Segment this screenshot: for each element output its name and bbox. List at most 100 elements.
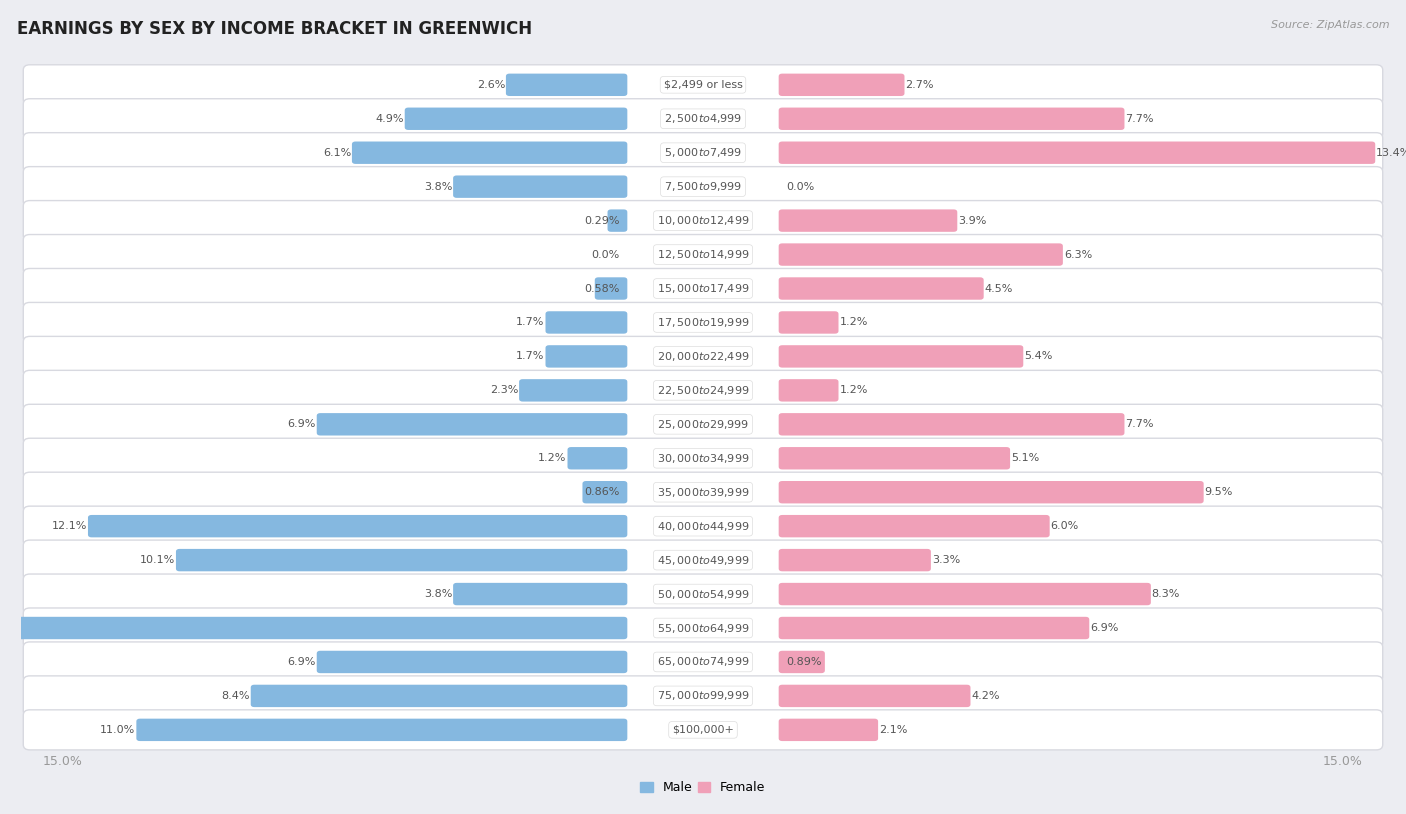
FancyBboxPatch shape [24, 574, 1382, 614]
Text: $55,000 to $64,999: $55,000 to $64,999 [657, 622, 749, 634]
Text: 2.6%: 2.6% [477, 80, 505, 90]
Text: 1.2%: 1.2% [839, 385, 868, 396]
FancyBboxPatch shape [136, 719, 627, 741]
FancyBboxPatch shape [24, 405, 1382, 444]
Text: 7.7%: 7.7% [1125, 114, 1154, 124]
Text: 2.3%: 2.3% [489, 385, 519, 396]
FancyBboxPatch shape [250, 685, 627, 707]
Text: 2.1%: 2.1% [879, 724, 907, 735]
Text: 3.8%: 3.8% [423, 182, 453, 191]
FancyBboxPatch shape [779, 650, 825, 673]
FancyBboxPatch shape [779, 142, 1375, 164]
FancyBboxPatch shape [779, 617, 1090, 639]
Text: $7,500 to $9,999: $7,500 to $9,999 [664, 180, 742, 193]
FancyBboxPatch shape [779, 414, 1125, 435]
FancyBboxPatch shape [453, 583, 627, 606]
Text: 3.8%: 3.8% [423, 589, 453, 599]
Text: $25,000 to $29,999: $25,000 to $29,999 [657, 418, 749, 431]
FancyBboxPatch shape [24, 303, 1382, 343]
FancyBboxPatch shape [24, 98, 1382, 139]
FancyBboxPatch shape [316, 650, 627, 673]
FancyBboxPatch shape [24, 676, 1382, 716]
Text: 0.89%: 0.89% [786, 657, 823, 667]
Text: $15,000 to $17,499: $15,000 to $17,499 [657, 282, 749, 295]
Text: 6.3%: 6.3% [1064, 250, 1092, 260]
Text: $22,500 to $24,999: $22,500 to $24,999 [657, 384, 749, 397]
FancyBboxPatch shape [89, 515, 627, 537]
FancyBboxPatch shape [24, 506, 1382, 546]
FancyBboxPatch shape [519, 379, 627, 401]
FancyBboxPatch shape [316, 414, 627, 435]
Text: $12,500 to $14,999: $12,500 to $14,999 [657, 248, 749, 261]
FancyBboxPatch shape [779, 719, 879, 741]
FancyBboxPatch shape [546, 345, 627, 368]
Text: $30,000 to $34,999: $30,000 to $34,999 [657, 452, 749, 465]
FancyBboxPatch shape [779, 515, 1050, 537]
FancyBboxPatch shape [546, 311, 627, 334]
FancyBboxPatch shape [595, 278, 627, 300]
Text: Source: ZipAtlas.com: Source: ZipAtlas.com [1271, 20, 1389, 30]
FancyBboxPatch shape [24, 269, 1382, 309]
Text: $2,499 or less: $2,499 or less [664, 80, 742, 90]
FancyBboxPatch shape [607, 209, 627, 232]
FancyBboxPatch shape [779, 73, 904, 96]
FancyBboxPatch shape [779, 549, 931, 571]
Text: 1.2%: 1.2% [538, 453, 567, 463]
FancyBboxPatch shape [506, 73, 627, 96]
Text: $75,000 to $99,999: $75,000 to $99,999 [657, 689, 749, 702]
Text: 1.2%: 1.2% [839, 317, 868, 327]
FancyBboxPatch shape [453, 176, 627, 198]
Text: 3.9%: 3.9% [957, 216, 987, 225]
FancyBboxPatch shape [24, 336, 1382, 376]
Text: $65,000 to $74,999: $65,000 to $74,999 [657, 655, 749, 668]
FancyBboxPatch shape [582, 481, 627, 503]
Text: 1.7%: 1.7% [516, 317, 544, 327]
Text: 6.9%: 6.9% [287, 657, 316, 667]
Text: 5.4%: 5.4% [1024, 352, 1053, 361]
Text: 6.9%: 6.9% [287, 419, 316, 429]
Text: 1.7%: 1.7% [516, 352, 544, 361]
Text: 8.3%: 8.3% [1152, 589, 1180, 599]
Text: 4.9%: 4.9% [375, 114, 404, 124]
FancyBboxPatch shape [24, 608, 1382, 648]
FancyBboxPatch shape [779, 243, 1063, 265]
Text: $40,000 to $44,999: $40,000 to $44,999 [657, 519, 749, 532]
Text: 3.3%: 3.3% [932, 555, 960, 565]
FancyBboxPatch shape [24, 370, 1382, 410]
FancyBboxPatch shape [779, 379, 838, 401]
Text: 15.0%: 15.0% [1323, 755, 1362, 768]
Text: $50,000 to $54,999: $50,000 to $54,999 [657, 588, 749, 601]
FancyBboxPatch shape [24, 200, 1382, 241]
Text: 8.4%: 8.4% [221, 691, 250, 701]
FancyBboxPatch shape [24, 472, 1382, 512]
FancyBboxPatch shape [24, 65, 1382, 105]
Text: 0.86%: 0.86% [583, 488, 620, 497]
Text: 7.7%: 7.7% [1125, 419, 1154, 429]
Text: 4.2%: 4.2% [972, 691, 1000, 701]
Text: $5,000 to $7,499: $5,000 to $7,499 [664, 147, 742, 160]
Text: $17,500 to $19,999: $17,500 to $19,999 [657, 316, 749, 329]
Text: $2,500 to $4,999: $2,500 to $4,999 [664, 112, 742, 125]
Text: 0.0%: 0.0% [786, 182, 815, 191]
Text: 6.0%: 6.0% [1050, 521, 1078, 532]
FancyBboxPatch shape [24, 438, 1382, 479]
FancyBboxPatch shape [568, 447, 627, 470]
Text: 2.7%: 2.7% [905, 80, 934, 90]
FancyBboxPatch shape [24, 167, 1382, 207]
Text: 12.1%: 12.1% [52, 521, 87, 532]
Legend: Male, Female: Male, Female [636, 777, 770, 799]
Text: 0.58%: 0.58% [583, 283, 620, 294]
Text: 0.29%: 0.29% [583, 216, 620, 225]
FancyBboxPatch shape [176, 549, 627, 571]
FancyBboxPatch shape [24, 234, 1382, 274]
FancyBboxPatch shape [779, 311, 838, 334]
Text: 0.0%: 0.0% [591, 250, 620, 260]
Text: $45,000 to $49,999: $45,000 to $49,999 [657, 554, 749, 567]
Text: 6.9%: 6.9% [1090, 623, 1119, 633]
FancyBboxPatch shape [779, 447, 1010, 470]
FancyBboxPatch shape [405, 107, 627, 130]
Text: 10.1%: 10.1% [139, 555, 176, 565]
FancyBboxPatch shape [0, 617, 627, 639]
FancyBboxPatch shape [779, 685, 970, 707]
FancyBboxPatch shape [24, 540, 1382, 580]
